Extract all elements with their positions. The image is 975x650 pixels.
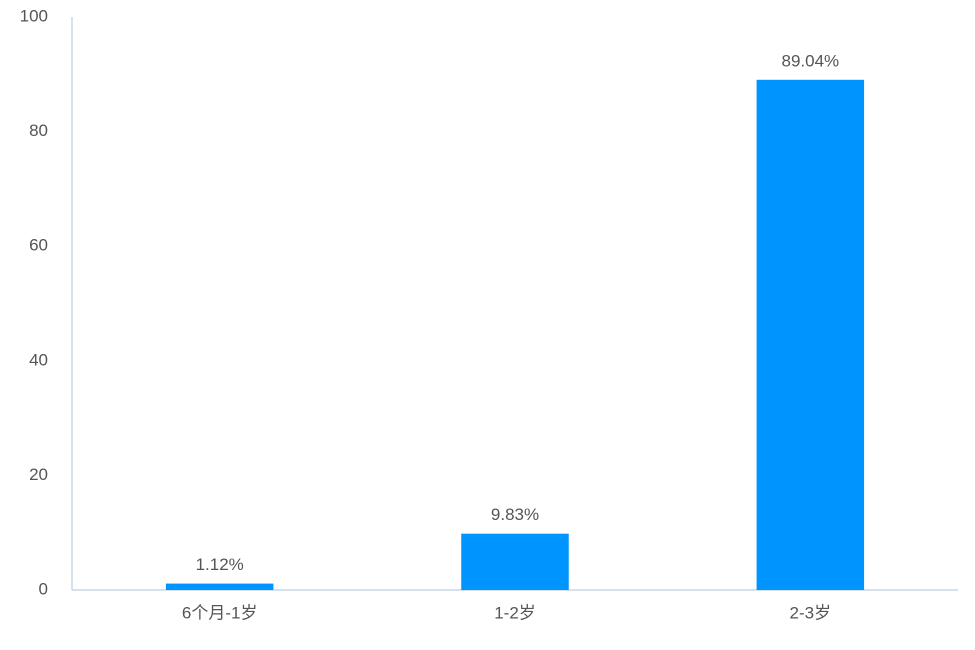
value-label: 89.04% — [781, 51, 839, 70]
x-tick-label: 2-3岁 — [790, 603, 832, 622]
y-tick-label: 20 — [29, 465, 48, 484]
y-tick-label: 80 — [29, 121, 48, 140]
bar — [461, 533, 569, 590]
y-tick-label: 40 — [29, 350, 48, 369]
x-tick-label: 6个月-1岁 — [182, 603, 258, 622]
y-tick-label: 60 — [29, 236, 48, 255]
value-label: 9.83% — [491, 505, 539, 524]
x-tick-label: 1-2岁 — [494, 603, 536, 622]
y-tick-label: 100 — [20, 6, 48, 25]
bar — [165, 583, 274, 590]
value-label: 1.12% — [196, 555, 244, 574]
bar — [756, 79, 865, 591]
y-tick-label: 0 — [39, 579, 48, 598]
